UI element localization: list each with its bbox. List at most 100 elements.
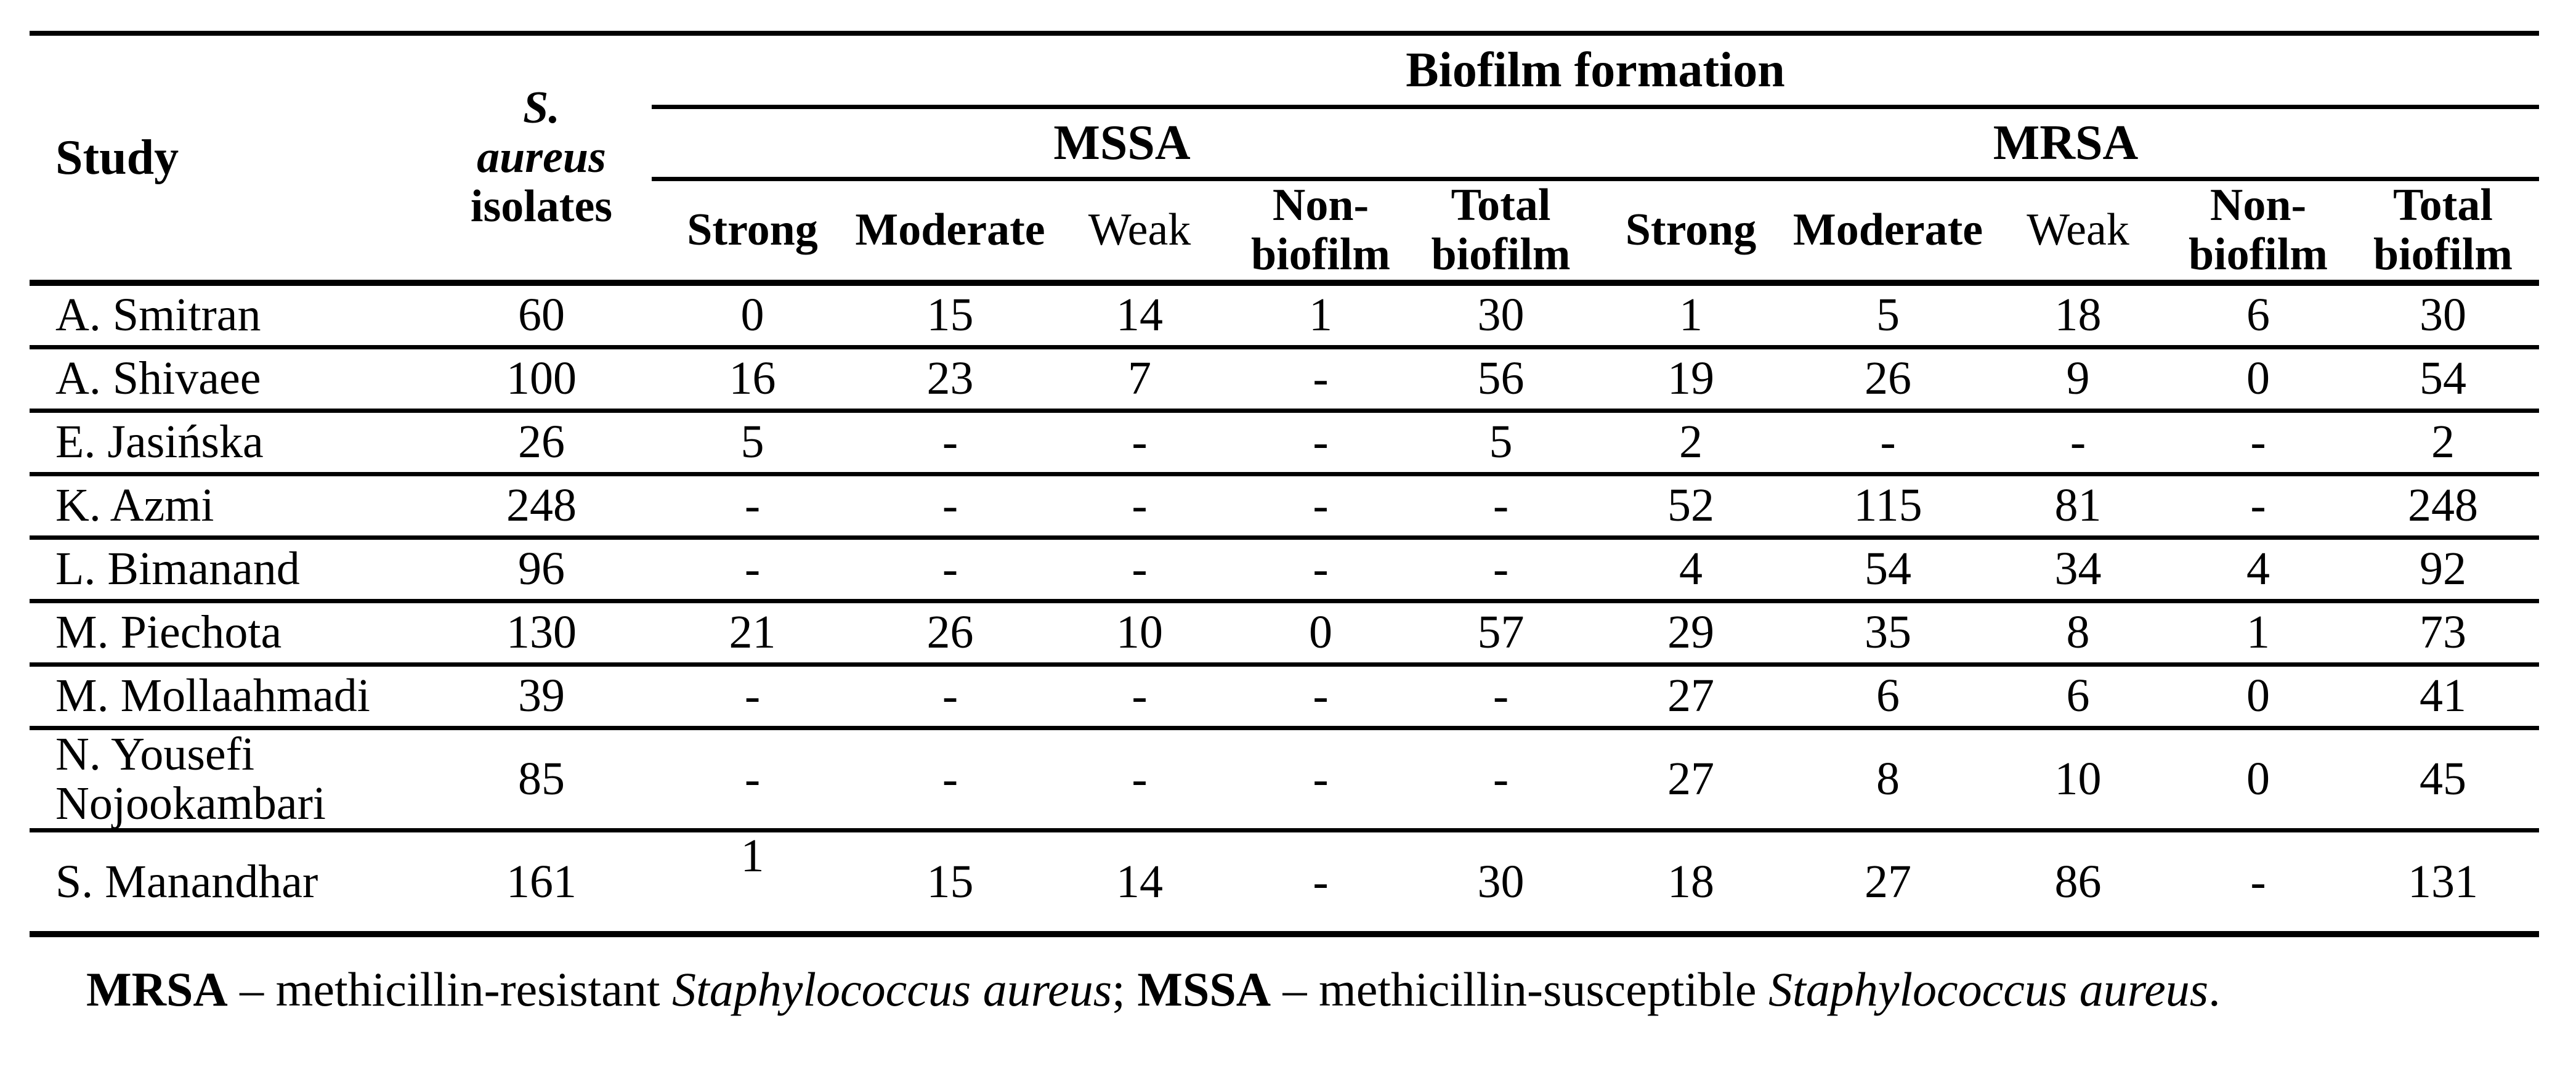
mssa-non-biofilm-value: 0 — [1309, 606, 1332, 658]
mrsa-total-biofilm-value: 30 — [2420, 288, 2466, 341]
isolates-count: 248 — [506, 479, 577, 531]
mrsa-moderate-value: 5 — [1876, 288, 1900, 341]
mssa-non-biofilm-value: - — [1313, 855, 1329, 908]
column-header-mssa-strong: Strong — [687, 204, 818, 255]
footnote-period: . — [2208, 962, 2221, 1017]
table-row: E. Jasińska 26 5 - - - 5 2 - - - 2 — [30, 410, 2539, 474]
mrsa-weak-value: 8 — [2066, 606, 2090, 658]
study-name: L. Bimanand — [55, 542, 300, 595]
mssa-total-biofilm-value: 30 — [1477, 288, 1525, 341]
isolates-count: 85 — [518, 752, 565, 805]
mrsa-total-biofilm-value: 248 — [2408, 479, 2478, 531]
mrsa-moderate-value: 35 — [1865, 606, 1911, 658]
mssa-strong-value: 1 — [652, 831, 853, 935]
mssa-strong-value: 16 — [729, 352, 776, 404]
mssa-non-biofilm-value: - — [1313, 669, 1329, 722]
column-header-mrsa-weak: Weak — [2027, 204, 2129, 255]
mssa-total-biofilm-value: - — [1493, 479, 1509, 531]
group-header-mrsa: MRSA — [1592, 107, 2539, 181]
footnote-mrsa-species: Staphylococcus aureus — [672, 962, 1112, 1017]
mrsa-strong-value: 52 — [1667, 479, 1714, 531]
mrsa-total-biofilm-value: 131 — [2408, 855, 2478, 908]
column-header-mssa-weak: Weak — [1088, 204, 1191, 255]
isolates-header-line3: isolates — [470, 181, 613, 232]
table-row: M. Mollaahmadi 39 - - - - - 27 6 6 0 41 — [30, 664, 2539, 728]
mrsa-strong-value: 18 — [1667, 855, 1714, 908]
footnote-separator: ; — [1112, 962, 1138, 1017]
table-row: A. Shivaee 100 16 23 7 - 56 19 26 9 0 54 — [30, 347, 2539, 411]
biofilm-formation-table: Study S. aureus isolates Biofilm formati… — [30, 31, 2539, 937]
mrsa-strong-value: 1 — [1679, 288, 1703, 341]
mssa-strong-value: - — [744, 752, 761, 805]
mssa-non-biofilm-value: 1 — [1309, 288, 1332, 341]
isolates-header-line2: aureus — [477, 131, 606, 182]
mssa-non-biofilm-value: - — [1313, 752, 1329, 805]
mrsa-non-biofilm-value: 0 — [2246, 352, 2270, 404]
mrsa-moderate-value: 54 — [1865, 542, 1911, 595]
column-header-mrsa-moderate: Moderate — [1792, 204, 1983, 255]
mssa-total-biofilm-value: 5 — [1489, 415, 1513, 468]
mrsa-non-biofilm-value: 6 — [2246, 288, 2270, 341]
mssa-strong-value: - — [744, 669, 761, 722]
mssa-total-biofilm-value: - — [1493, 542, 1509, 595]
mrsa-weak-value: 9 — [2066, 352, 2090, 404]
column-header-mssa-total-biofilm: Total biofilm — [1431, 180, 1571, 280]
mrsa-moderate-value: 8 — [1876, 752, 1900, 805]
mrsa-weak-value: 10 — [2054, 752, 2102, 805]
mrsa-non-biofilm-value: 0 — [2246, 669, 2270, 722]
mrsa-weak-value: 6 — [2066, 669, 2090, 722]
mssa-strong-value: 21 — [729, 606, 776, 658]
mrsa-strong-value: 27 — [1667, 752, 1714, 805]
study-name: A. Shivaee — [55, 352, 261, 404]
mssa-weak-value: 7 — [1128, 352, 1151, 404]
mrsa-total-biofilm-value: 92 — [2420, 542, 2466, 595]
mssa-strong-value: - — [744, 542, 761, 595]
abbreviations-footnote: MRSA – methicillin-resistant Staphylococ… — [86, 963, 2576, 1016]
column-header-study: Study — [55, 130, 179, 185]
isolates-header-line1: S. — [523, 83, 560, 134]
mrsa-moderate-value: 27 — [1865, 855, 1911, 908]
table-row: M. Piechota 130 21 26 10 0 57 29 35 8 1 73 — [30, 601, 2539, 665]
column-header-isolates: S. aureus isolates — [431, 33, 652, 283]
mrsa-weak-value: 81 — [2054, 479, 2102, 531]
table-row: N. Yousefi Nojookambari 85 - - - - - 27 8 10 0 45 — [30, 728, 2539, 831]
column-header-mrsa-non-biofilm: Non-biofilm — [2188, 180, 2328, 280]
column-header-mssa-non-biofilm: Non-biofilm — [1250, 180, 1391, 280]
isolates-count: 130 — [506, 606, 577, 658]
isolates-count: 26 — [518, 415, 565, 468]
mrsa-total-biofilm-value: 54 — [2420, 352, 2466, 404]
mssa-weak-value: 14 — [1116, 855, 1163, 908]
table-row: S. Manandhar 161 1 15 14 - 30 18 27 86 - 131 — [30, 831, 2539, 935]
study-name: M. Piechota — [55, 606, 282, 658]
mrsa-non-biofilm-value: - — [2250, 415, 2266, 468]
mssa-total-biofilm-value: - — [1493, 752, 1509, 805]
mssa-moderate-value: - — [942, 479, 958, 531]
mssa-strong-value: - — [744, 479, 761, 531]
mrsa-moderate-value: 115 — [1853, 479, 1922, 531]
mrsa-moderate-value: 6 — [1876, 669, 1900, 722]
study-name: N. Yousefi Nojookambari — [55, 728, 326, 829]
mssa-total-biofilm-value: - — [1493, 669, 1509, 722]
mssa-moderate-value: - — [942, 752, 958, 805]
study-name: E. Jasińska — [55, 415, 264, 468]
mssa-weak-value: 14 — [1116, 288, 1163, 341]
mrsa-non-biofilm-value: - — [2250, 479, 2266, 531]
study-name: M. Mollaahmadi — [55, 669, 370, 722]
mrsa-non-biofilm-value: 4 — [2246, 542, 2270, 595]
mssa-moderate-value: 15 — [926, 855, 974, 908]
mrsa-moderate-value: 26 — [1865, 352, 1911, 404]
mrsa-total-biofilm-value: 2 — [2431, 415, 2455, 468]
mssa-moderate-value: - — [942, 542, 958, 595]
mrsa-strong-value: 19 — [1667, 352, 1714, 404]
mssa-strong-value: 5 — [740, 415, 764, 468]
footnote-mssa-definition: – methicillin-susceptible — [1271, 962, 1769, 1017]
table-body: A. Smitran 60 0 15 14 1 30 1 5 18 6 30 A. Shivaee 100… — [30, 283, 2539, 935]
mssa-non-biofilm-value: - — [1313, 542, 1329, 595]
column-header-biofilm-formation: Biofilm formation — [652, 33, 2539, 109]
mrsa-strong-value: 27 — [1667, 669, 1714, 722]
mrsa-strong-value: 2 — [1679, 415, 1703, 468]
mssa-moderate-value: - — [942, 415, 958, 468]
table-row: K. Azmi 248 - - - - - 52 115 81 - 248 — [30, 474, 2539, 538]
isolates-count: 100 — [506, 352, 577, 404]
mrsa-moderate-value: - — [1880, 415, 1896, 468]
